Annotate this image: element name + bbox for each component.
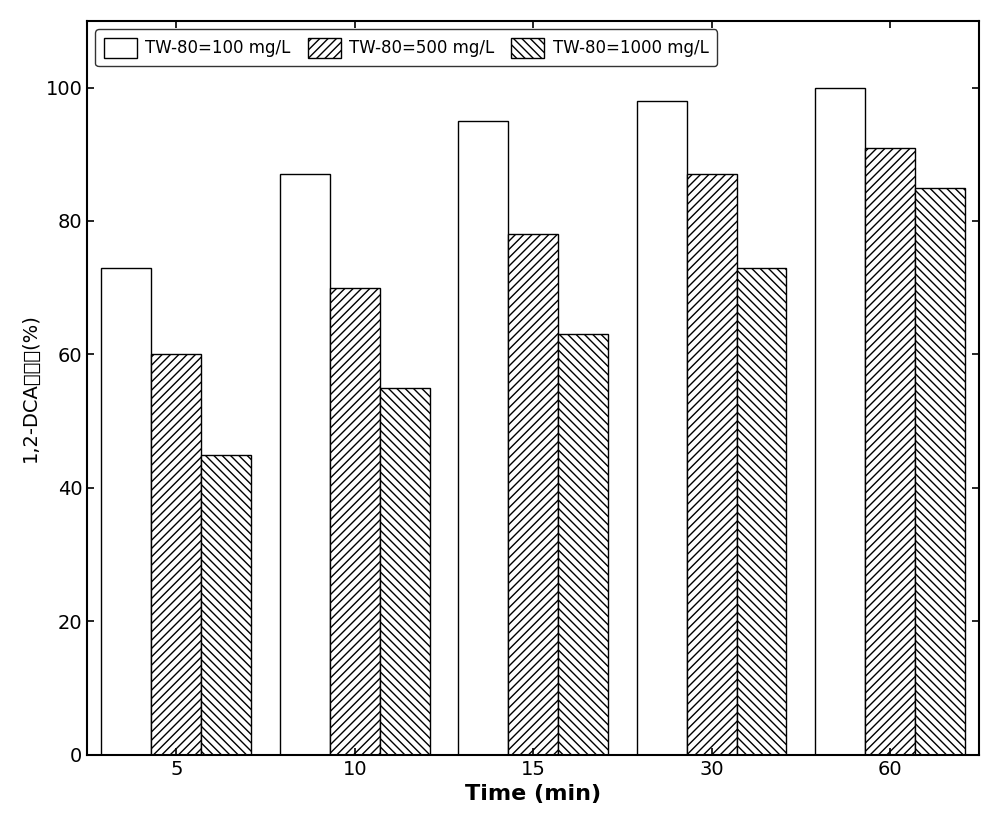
Bar [458, 121, 508, 755]
Bar [508, 234, 558, 755]
Y-axis label: 1,2-DCA去除率(%): 1,2-DCA去除率(%) [21, 314, 40, 462]
Bar [380, 388, 430, 755]
Bar [865, 148, 915, 755]
X-axis label: Time (min): Time (min) [465, 785, 601, 804]
Legend: TW-80=100 mg/L, TW-80=500 mg/L, TW-80=1000 mg/L: TW-80=100 mg/L, TW-80=500 mg/L, TW-80=10… [95, 29, 717, 66]
Bar [687, 174, 737, 755]
Bar [280, 174, 330, 755]
Bar [151, 355, 201, 755]
Bar [637, 101, 687, 755]
Bar [558, 334, 608, 755]
Bar [737, 267, 786, 755]
Bar [101, 267, 151, 755]
Bar [815, 87, 865, 755]
Bar [330, 288, 380, 755]
Bar [915, 187, 965, 755]
Bar [201, 455, 251, 755]
